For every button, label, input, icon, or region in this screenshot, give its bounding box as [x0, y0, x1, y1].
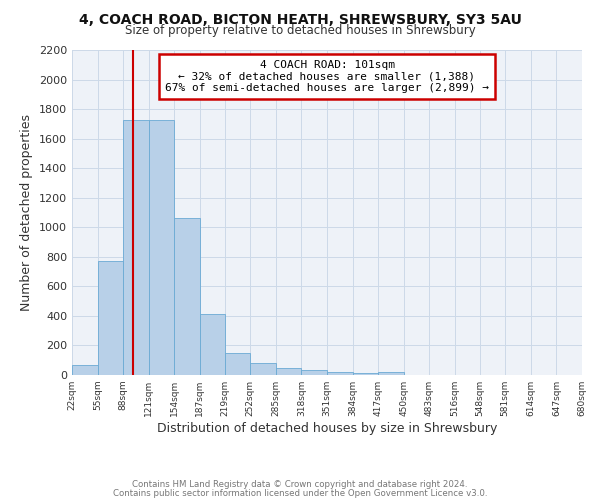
Y-axis label: Number of detached properties: Number of detached properties	[20, 114, 34, 311]
Bar	[224, 353, 250, 375]
Bar	[200, 314, 224, 375]
Bar	[353, 373, 378, 375]
Text: Contains HM Land Registry data © Crown copyright and database right 2024.: Contains HM Land Registry data © Crown c…	[132, 480, 468, 489]
Text: Contains public sector information licensed under the Open Government Licence v3: Contains public sector information licen…	[113, 488, 487, 498]
Text: Size of property relative to detached houses in Shrewsbury: Size of property relative to detached ho…	[125, 24, 475, 37]
Bar	[250, 363, 276, 375]
Bar	[175, 218, 200, 375]
Bar	[378, 372, 404, 375]
Bar	[276, 368, 301, 375]
X-axis label: Distribution of detached houses by size in Shrewsbury: Distribution of detached houses by size …	[157, 422, 497, 435]
Text: 4 COACH ROAD: 101sqm
← 32% of detached houses are smaller (1,388)
67% of semi-de: 4 COACH ROAD: 101sqm ← 32% of detached h…	[165, 60, 489, 93]
Bar	[301, 370, 327, 375]
Bar	[72, 366, 98, 375]
Text: 4, COACH ROAD, BICTON HEATH, SHREWSBURY, SY3 5AU: 4, COACH ROAD, BICTON HEATH, SHREWSBURY,…	[79, 12, 521, 26]
Bar	[98, 260, 123, 375]
Bar	[123, 120, 149, 375]
Bar	[327, 372, 353, 375]
Bar	[149, 120, 175, 375]
